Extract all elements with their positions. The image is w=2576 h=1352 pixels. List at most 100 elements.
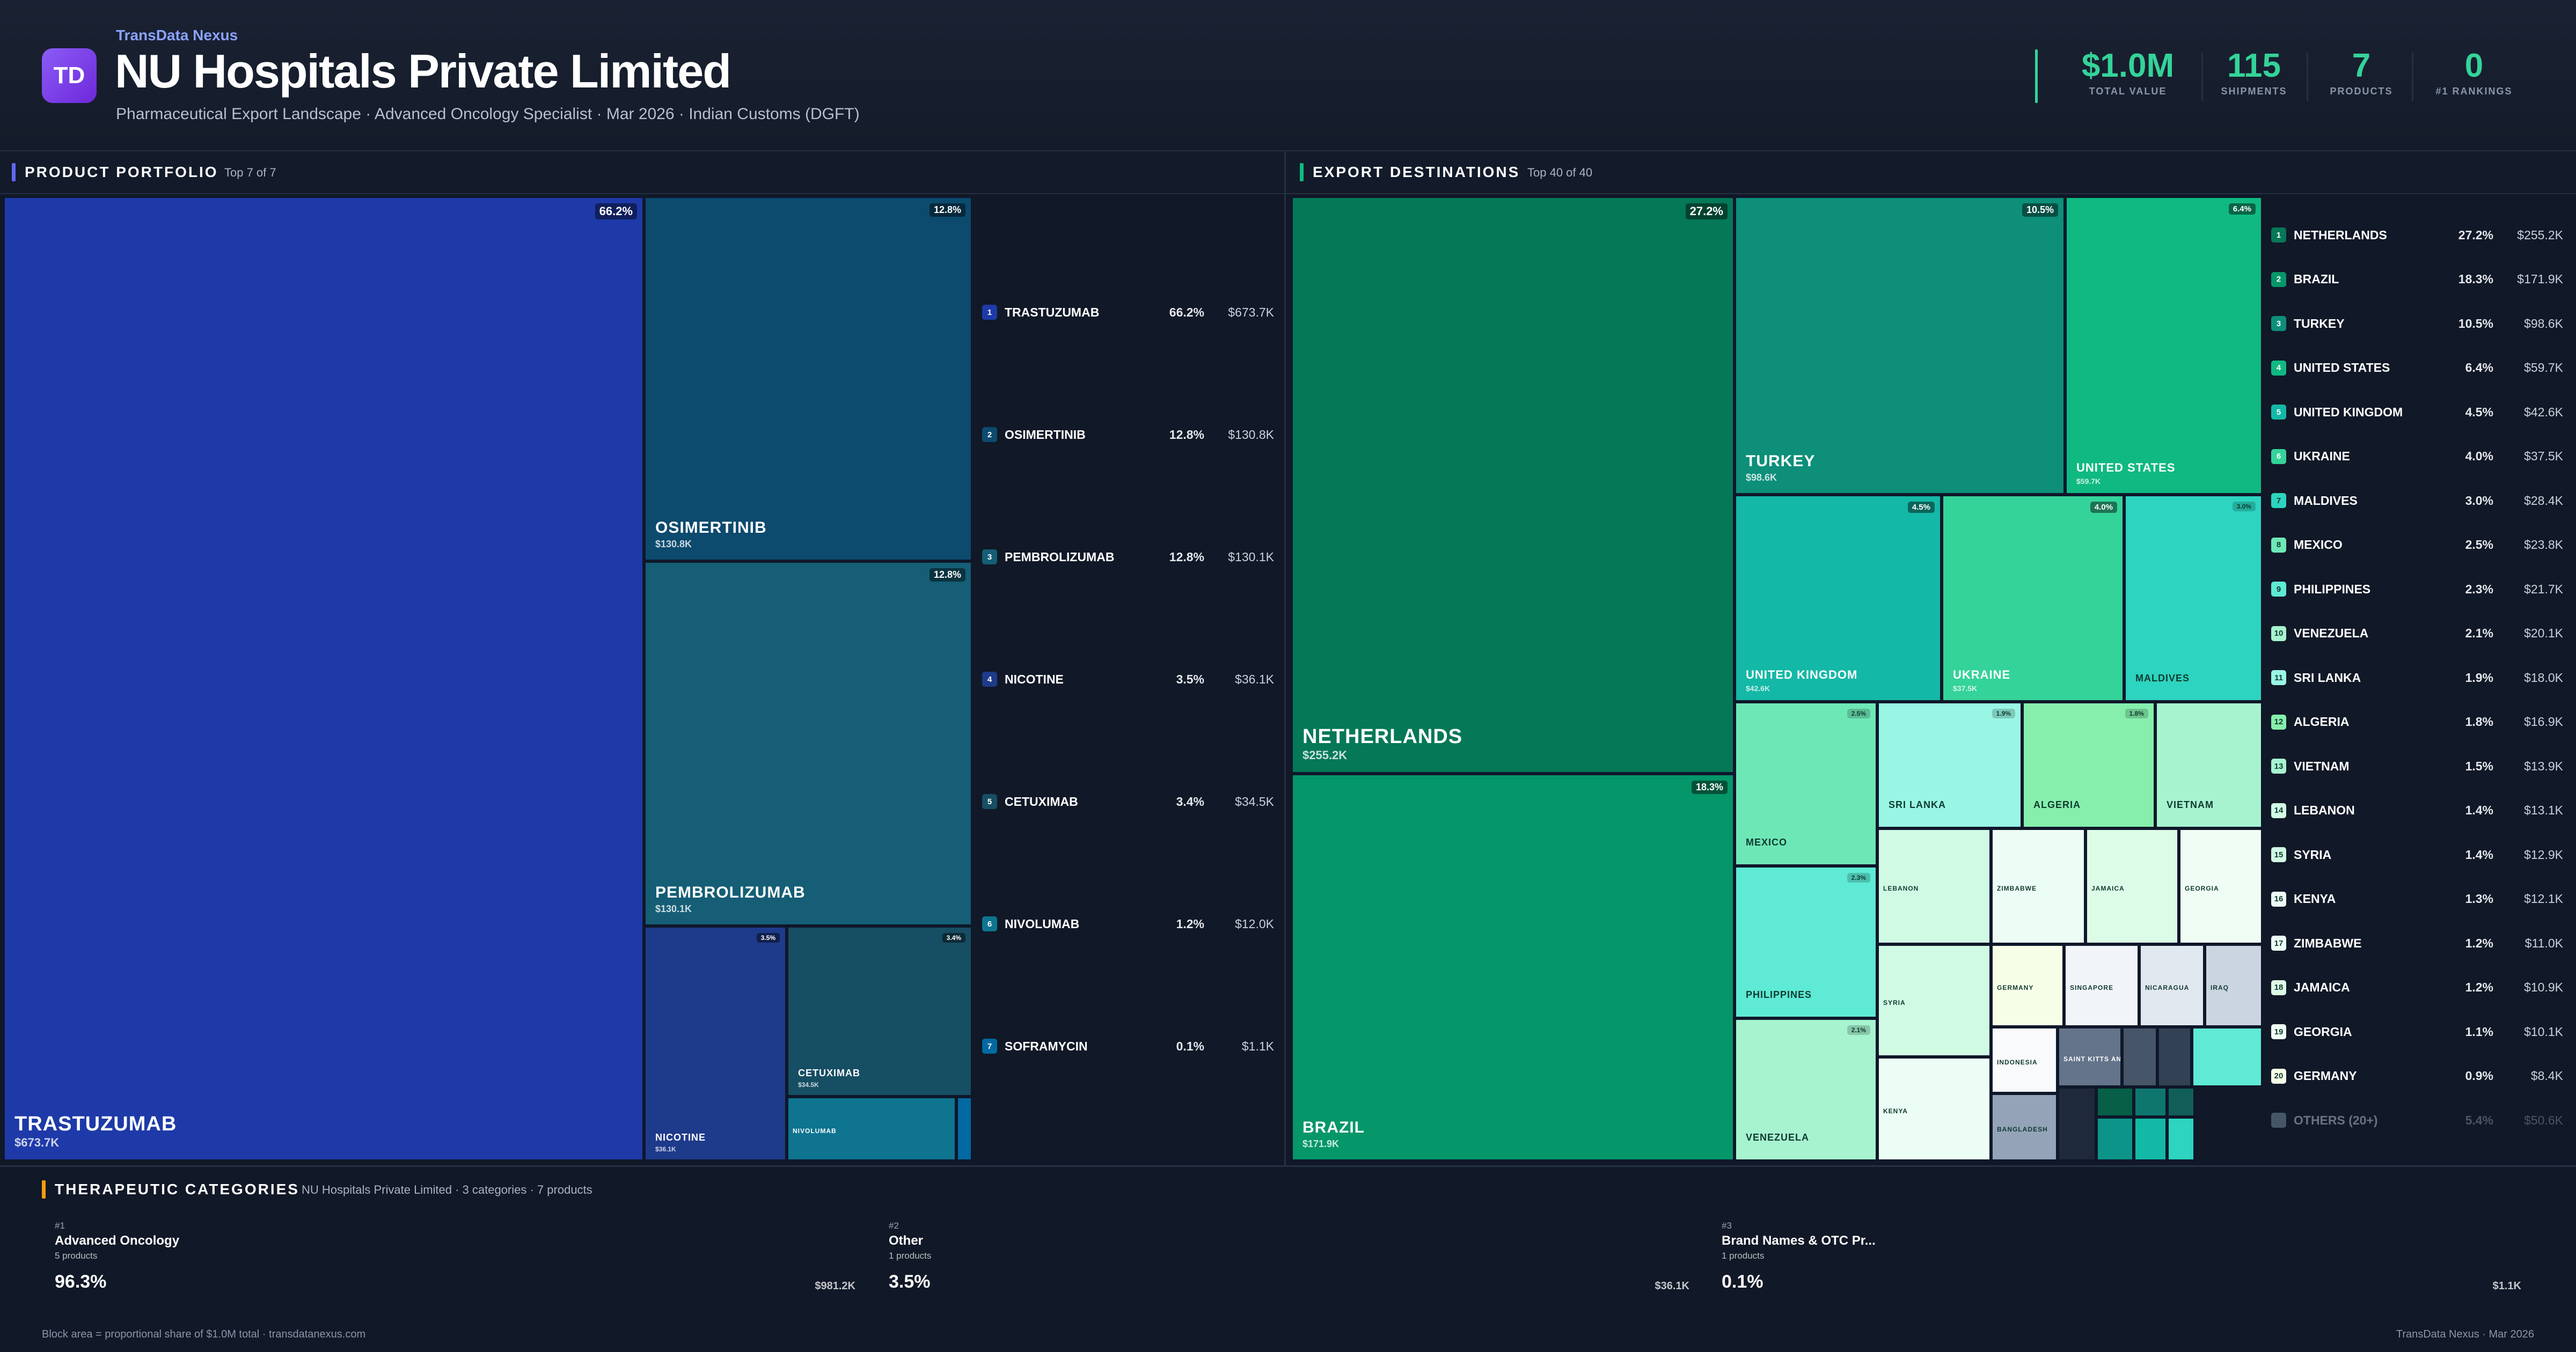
- destination-tile-other-31[interactable]: [2167, 1087, 2195, 1117]
- rank-badge: 6: [982, 916, 997, 931]
- category-card-other[interactable]: #2 Other 1 products 3.5% $36.1K: [876, 1210, 1702, 1305]
- destination-tile-other-26[interactable]: [2122, 1027, 2157, 1087]
- tile-name: UNITED KINGDOM: [1746, 668, 1858, 681]
- destination-tile-other-29[interactable]: [2096, 1087, 2134, 1117]
- destination-tile-zimbabwe[interactable]: ZIMBABWE: [1991, 828, 2085, 944]
- legend-share: 3.5%: [1176, 672, 1204, 686]
- destination-legend-row-lebanon[interactable]: 14 LEBANON 1.4% $13.1K: [2271, 800, 2563, 821]
- destination-legend-row-germany[interactable]: 20 GERMANY 0.9% $8.4K: [2271, 1066, 2563, 1087]
- stat-divider: [2201, 53, 2203, 101]
- tile-name: OSIMERTINIB: [655, 519, 767, 537]
- product-tile-trastuzumab[interactable]: 66.2% TRASTUZUMAB $673.7K: [3, 196, 644, 1161]
- legend-name: UNITED STATES: [2294, 361, 2390, 374]
- legend-value: $36.1K: [1235, 672, 1274, 686]
- legend-share: 10.5%: [2458, 316, 2493, 330]
- legend-name: BRAZIL: [2294, 272, 2339, 286]
- destination-legend-row-zimbabwe[interactable]: 17 ZIMBABWE 1.2% $11.0K: [2271, 932, 2563, 954]
- destination-legend-row-turkey[interactable]: 3 TURKEY 10.5% $98.6K: [2271, 313, 2563, 334]
- destination-tile-other-32[interactable]: [2096, 1117, 2134, 1161]
- tile-share-badge: 3.5%: [756, 933, 780, 943]
- stat-rankings: 0 #1 RANKINGS: [2416, 47, 2532, 97]
- tile-value: $673.7K: [14, 1136, 60, 1149]
- destination-legend-row-philippines[interactable]: 9 PHILIPPINES 2.3% $21.7K: [2271, 578, 2563, 600]
- tile-share-badge: 66.2%: [595, 203, 637, 219]
- destination-tile-ukraine[interactable]: 4.0% UKRAINE $37.5K: [1942, 495, 2124, 702]
- destination-tile-lebanon[interactable]: LEBANON: [1877, 828, 1991, 944]
- destination-legend-row-ukraine[interactable]: 6 UKRAINE 4.0% $37.5K: [2271, 446, 2563, 467]
- stat-divider: [2412, 53, 2413, 101]
- destination-tile-indonesia[interactable]: INDONESIA: [1991, 1027, 2058, 1093]
- product-legend-row-nicotine[interactable]: 4 NICOTINE 3.5% $36.1K: [982, 668, 1274, 690]
- destination-tile-syria[interactable]: SYRIA: [1877, 944, 1991, 1057]
- category-card-brand-names[interactable]: #3 Brand Names & OTC Pr... 1 products 0.…: [1709, 1210, 2534, 1305]
- product-tile-cetuximab[interactable]: 3.4% CETUXIMAB $34.5K: [787, 926, 972, 1097]
- destination-tile-netherlands[interactable]: 27.2% NETHERLANDS $255.2K: [1291, 196, 1735, 774]
- destination-tile-united-kingdom[interactable]: 4.5% UNITED KINGDOM $42.6K: [1735, 495, 1942, 702]
- destination-legend-row-sri-lanka[interactable]: 11 SRI LANKA 1.9% $18.0K: [2271, 667, 2563, 688]
- destination-tile-other-30[interactable]: [2134, 1087, 2167, 1117]
- destination-tile-philippines[interactable]: 2.3% PHILIPPINES: [1735, 866, 1877, 1018]
- destination-tile-saint-kitts-and-nevis[interactable]: SAINT KITTS AND NEVIS: [2058, 1027, 2122, 1087]
- destination-legend-row-united-kingdom[interactable]: 5 UNITED KINGDOM 4.5% $42.6K: [2271, 401, 2563, 423]
- destination-legend-row-venezuela[interactable]: 10 VENEZUELA 2.1% $20.1K: [2271, 623, 2563, 644]
- product-tile-osimertinib[interactable]: 12.8% OSIMERTINIB $130.8K: [644, 196, 972, 561]
- destination-legend-row-united-states[interactable]: 4 UNITED STATES 6.4% $59.7K: [2271, 357, 2563, 379]
- destination-legend-row-netherlands[interactable]: 1 NETHERLANDS 27.2% $255.2K: [2271, 224, 2563, 246]
- destination-tile-sri-lanka[interactable]: 1.9% SRI LANKA: [1877, 702, 2022, 828]
- tile-value: $37.5K: [1953, 684, 1978, 693]
- portfolio-legend: 1 TRASTUZUMAB 66.2% $673.7K 2 OSIMERTINIB 12.8…: [982, 196, 1274, 1161]
- destination-tile-mexico[interactable]: 2.5% MEXICO: [1735, 702, 1877, 866]
- product-legend-row-trastuzumab[interactable]: 1 TRASTUZUMAB 66.2% $673.7K: [982, 302, 1274, 323]
- destination-tile-maldives[interactable]: 3.0% MALDIVES: [2124, 495, 2263, 702]
- destination-tile-other-35[interactable]: [2192, 1027, 2263, 1087]
- rank-badge: 14: [2271, 803, 2286, 818]
- destination-legend-row-georgia[interactable]: 19 GEORGIA 1.1% $10.1K: [2271, 1021, 2563, 1042]
- product-tile-pembrolizumab[interactable]: 12.8% PEMBROLIZUMAB $130.1K: [644, 561, 972, 926]
- destination-tile-other-33[interactable]: [2134, 1117, 2167, 1161]
- destination-legend-row-others-20[interactable]: OTHERS (20+) 5.4% $50.6K: [2271, 1109, 2563, 1131]
- destination-tile-germany[interactable]: GERMANY: [1991, 944, 2064, 1027]
- destination-tile-other-34[interactable]: [2167, 1117, 2195, 1161]
- legend-name: SOFRAMYCIN: [1005, 1039, 1088, 1053]
- destination-legend-row-maldives[interactable]: 7 MALDIVES 3.0% $28.4K: [2271, 490, 2563, 511]
- legend-value: $10.1K: [2524, 1024, 2563, 1039]
- category-card-advanced-oncology[interactable]: #1 Advanced Oncology 5 products 96.3% $9…: [42, 1210, 868, 1305]
- destination-legend-row-kenya[interactable]: 16 KENYA 1.3% $12.1K: [2271, 888, 2563, 910]
- destination-tile-united-states[interactable]: 6.4% UNITED STATES $59.7K: [2065, 196, 2263, 495]
- destination-tile-kenya[interactable]: KENYA: [1877, 1057, 1991, 1161]
- destinations-treemap: 27.2% NETHERLANDS $255.2K 18.3% BRAZIL $171.9…: [1291, 196, 2263, 1161]
- destination-tile-other-27[interactable]: [2157, 1027, 2192, 1087]
- stat-divider: [2307, 53, 2308, 101]
- destination-legend-row-algeria[interactable]: 12 ALGERIA 1.8% $16.9K: [2271, 711, 2563, 733]
- destination-tile-singapore[interactable]: SINGAPORE: [2064, 944, 2139, 1027]
- destination-legend-row-syria[interactable]: 15 SYRIA 1.4% $12.9K: [2271, 844, 2563, 865]
- destination-tile-iraq[interactable]: IRAQ: [2205, 944, 2263, 1027]
- destination-legend-row-mexico[interactable]: 8 MEXICO 2.5% $23.8K: [2271, 534, 2563, 556]
- destination-tile-vietnam[interactable]: VIETNAM: [2155, 702, 2263, 828]
- product-legend-row-nivolumab[interactable]: 6 NIVOLUMAB 1.2% $12.0K: [982, 913, 1274, 935]
- legend-name: MEXICO: [2294, 538, 2343, 552]
- product-legend-row-cetuximab[interactable]: 5 CETUXIMAB 3.4% $34.5K: [982, 791, 1274, 812]
- legend-share: 2.5%: [2465, 538, 2493, 552]
- tile-share-badge: 2.1%: [1847, 1025, 1870, 1035]
- product-legend-row-pembrolizumab[interactable]: 3 PEMBROLIZUMAB 12.8% $130.1K: [982, 546, 1274, 568]
- destination-tile-georgia[interactable]: GEORGIA: [2179, 828, 2263, 944]
- destination-legend-row-vietnam[interactable]: 13 VIETNAM 1.5% $13.9K: [2271, 755, 2563, 777]
- destination-tile-turkey[interactable]: 10.5% TURKEY $98.6K: [1735, 196, 2065, 495]
- destination-legend-row-jamaica[interactable]: 18 JAMAICA 1.2% $10.9K: [2271, 977, 2563, 998]
- product-tile-other-6[interactable]: [956, 1097, 972, 1161]
- destination-tile-bangladesh[interactable]: BANGLADESH: [1991, 1093, 2058, 1161]
- destination-tile-jamaica[interactable]: JAMAICA: [2085, 828, 2179, 944]
- product-legend-row-soframycin[interactable]: 7 SOFRAMYCIN 0.1% $1.1K: [982, 1035, 1274, 1057]
- product-legend-row-osimertinib[interactable]: 2 OSIMERTINIB 12.8% $130.8K: [982, 424, 1274, 445]
- legend-value: $673.7K: [1228, 305, 1274, 319]
- category-products: 1 products: [1722, 1251, 1765, 1261]
- destination-tile-brazil[interactable]: 18.3% BRAZIL $171.9K: [1291, 774, 1735, 1161]
- product-tile-nicotine[interactable]: 3.5% NICOTINE $36.1K: [644, 926, 787, 1161]
- destination-tile-other-28[interactable]: [2058, 1087, 2096, 1161]
- destination-tile-algeria[interactable]: 1.8% ALGERIA: [2022, 702, 2155, 828]
- destination-tile-nicaragua[interactable]: NICARAGUA: [2139, 944, 2205, 1027]
- destination-legend-row-brazil[interactable]: 2 BRAZIL 18.3% $171.9K: [2271, 269, 2563, 290]
- destination-tile-venezuela[interactable]: 2.1% VENEZUELA: [1735, 1018, 1877, 1161]
- product-tile-nivolumab[interactable]: NIVOLUMAB: [787, 1097, 956, 1161]
